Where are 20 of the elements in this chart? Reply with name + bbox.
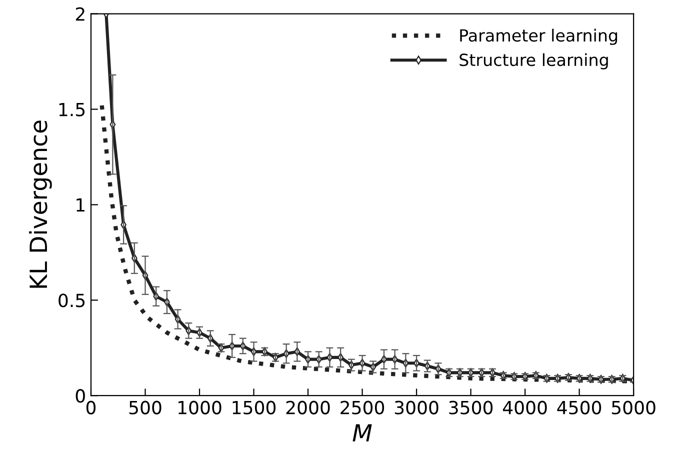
x-tick-label: 500 [129, 400, 162, 414]
x-tick-label: 2000 [286, 400, 330, 414]
x-tick-label: 3000 [394, 400, 438, 414]
legend-label: Structure learning [460, 53, 608, 70]
x-tick-label: 4000 [502, 400, 547, 414]
x-tick-label: 1500 [232, 400, 276, 414]
y-axis-title: KL Divergence [29, 120, 52, 288]
x-tick-label: 4500 [557, 400, 602, 414]
y-tick-label: 1 [76, 198, 84, 212]
x-tick-label: 0 [86, 400, 96, 414]
y-tick-label: 2 [76, 7, 84, 21]
x-tick-label: 2500 [340, 400, 384, 414]
y-tick-label: 1.5 [59, 102, 85, 116]
y-tick-label: 0.5 [58, 294, 85, 308]
x-tick-label: 5000 [612, 400, 656, 414]
y-tick-label: 0 [76, 389, 85, 403]
x-tick-label: 3500 [449, 400, 493, 414]
x-tick-label: 1000 [178, 400, 222, 414]
x-axis-title: M [352, 424, 372, 442]
legend-label: Parameter learning [460, 28, 618, 45]
